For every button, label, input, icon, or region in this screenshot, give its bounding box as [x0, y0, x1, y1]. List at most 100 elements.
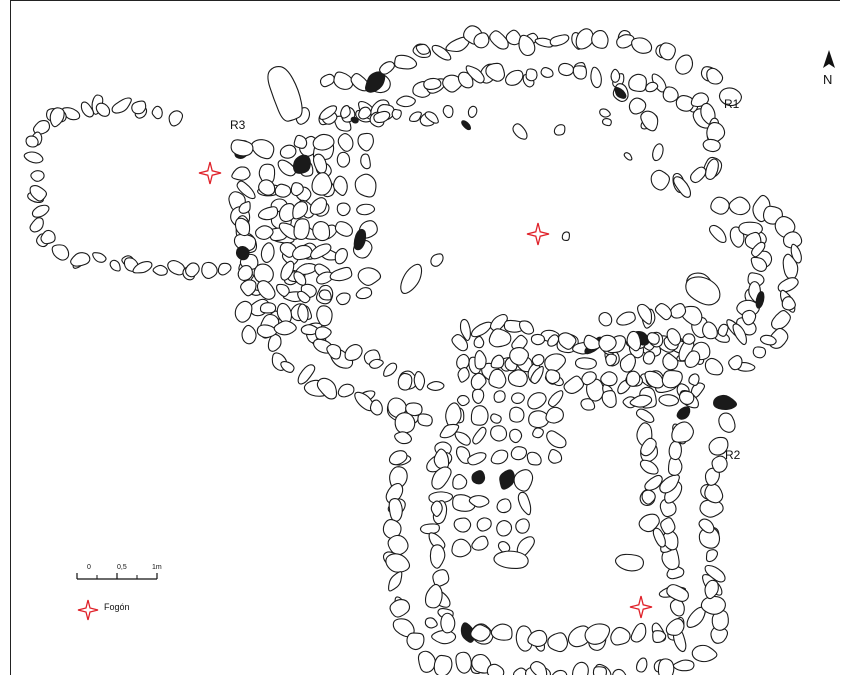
- stone: [397, 372, 413, 391]
- stone: [253, 263, 274, 284]
- stone: [319, 73, 335, 88]
- stone: [610, 68, 621, 83]
- stone: [455, 446, 471, 464]
- stone: [238, 201, 251, 214]
- stone: [581, 371, 597, 386]
- scale-tick-half: 0,5: [117, 564, 127, 571]
- stone: [642, 350, 656, 365]
- stone: [638, 513, 660, 533]
- stone: [405, 402, 423, 417]
- stone: [629, 394, 653, 408]
- stone: [591, 29, 609, 49]
- stone: [551, 669, 568, 675]
- stone: [558, 62, 575, 77]
- stone: [710, 626, 729, 644]
- stone: [527, 629, 548, 648]
- stone: [354, 173, 377, 198]
- stone: [534, 37, 554, 48]
- stone: [333, 175, 348, 196]
- stone: [601, 390, 617, 408]
- stone: [516, 536, 535, 557]
- stone: [424, 617, 438, 629]
- stone: [678, 390, 695, 405]
- stone: [451, 538, 472, 558]
- stone: [433, 448, 450, 470]
- stone: [240, 279, 257, 297]
- stone: [431, 466, 452, 490]
- stone: [49, 107, 65, 128]
- stone: [546, 430, 567, 449]
- stone: [706, 67, 724, 85]
- stone: [440, 612, 456, 634]
- stone: [292, 244, 313, 261]
- stone: [337, 133, 354, 152]
- stone: [394, 431, 413, 445]
- stone: [442, 104, 454, 119]
- stone: [661, 370, 683, 389]
- stone: [471, 388, 485, 404]
- stone: [290, 182, 304, 197]
- stone: [669, 303, 687, 319]
- stone: [628, 97, 647, 115]
- stone: [652, 143, 664, 162]
- stone: [690, 166, 707, 184]
- stone: [329, 266, 353, 282]
- stone: [276, 283, 290, 298]
- stone: [666, 584, 689, 602]
- stone: [326, 343, 342, 360]
- stone: [528, 410, 550, 429]
- stone: [623, 152, 633, 161]
- stone: [706, 122, 726, 144]
- stone: [335, 292, 351, 306]
- stone: [489, 313, 508, 332]
- stone: [217, 262, 232, 276]
- stone: [662, 86, 679, 103]
- stone: [417, 413, 433, 427]
- stone: [470, 405, 489, 426]
- stone: [336, 151, 351, 168]
- stone: [592, 666, 607, 675]
- stone: [472, 426, 487, 445]
- stone: [529, 661, 548, 675]
- stone: [691, 644, 718, 663]
- stone: [666, 328, 682, 346]
- stone: [334, 247, 348, 265]
- stone: [490, 425, 508, 442]
- stone: [413, 370, 426, 391]
- stone: [710, 196, 730, 215]
- stone: [511, 392, 525, 404]
- stone: [23, 151, 44, 164]
- stone: [276, 302, 293, 324]
- stone: [708, 224, 727, 244]
- stone: [309, 197, 328, 215]
- stone: [572, 661, 589, 675]
- stone: [132, 260, 153, 274]
- stone: [152, 264, 168, 276]
- stone: [151, 105, 163, 120]
- stone: [350, 116, 359, 124]
- stone: [540, 67, 554, 78]
- stone: [230, 139, 254, 157]
- stone: [646, 332, 660, 345]
- stone: [111, 97, 132, 114]
- stone: [599, 108, 611, 118]
- stone: [572, 65, 588, 80]
- stone: [782, 253, 799, 280]
- stone: [234, 217, 251, 237]
- stone: [259, 302, 277, 314]
- stone: [316, 305, 333, 327]
- stone: [471, 470, 486, 485]
- stone: [616, 311, 636, 326]
- stone: [531, 354, 545, 367]
- stone: [759, 334, 777, 346]
- stone: [583, 334, 601, 351]
- room-label-r2: R2: [725, 448, 741, 462]
- stone: [580, 398, 596, 411]
- hearth-star-icon: [526, 222, 550, 246]
- stone: [682, 333, 696, 345]
- stone: [109, 259, 121, 272]
- stone: [652, 630, 667, 643]
- stone: [575, 28, 594, 50]
- stone: [490, 354, 505, 369]
